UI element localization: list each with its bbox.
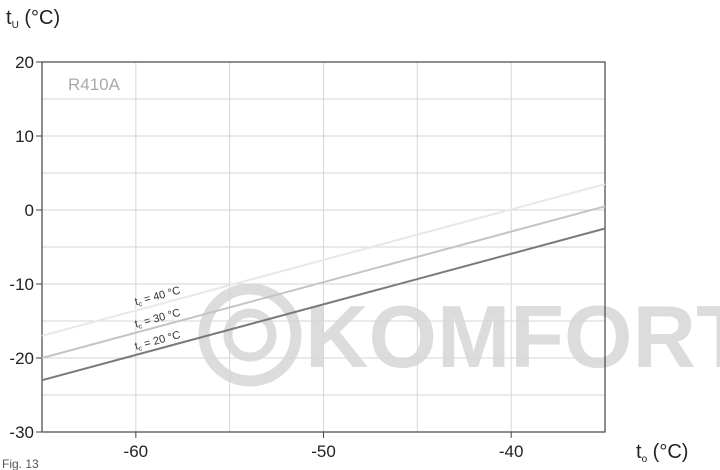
series-label-text: tc = 30 °C [133, 307, 182, 332]
watermark: KOMFORT [198, 283, 720, 387]
x-tick-labels: -60 -50 -40 [124, 432, 524, 461]
series-label: tc = 20 °C [133, 329, 182, 354]
series-label-main: t [133, 340, 139, 352]
x-tick-label: -60 [124, 442, 149, 461]
y-axis-unit: (°C) [19, 7, 60, 29]
y-axis-main: t [6, 7, 12, 29]
series-line [41, 183, 606, 337]
x-axis-sub: o [642, 454, 648, 465]
y-tick-label: 10 [15, 127, 34, 146]
series-label-sub: c [138, 301, 144, 309]
series-label-main: t [133, 318, 139, 330]
y-tick-label: -10 [9, 275, 34, 294]
watermark-ring-outer [198, 283, 302, 387]
y-tick-labels: 20 10 0 -10 -20 -30 [9, 53, 42, 442]
x-axis-main: t [636, 441, 642, 463]
refrigerant-label: R410A [68, 75, 121, 94]
series-label-sub: c [138, 323, 144, 331]
x-axis-title: to (°C) [636, 441, 688, 465]
y-axis-sub: U [12, 20, 19, 31]
series-group [41, 183, 606, 382]
y-axis-title: tU (°C) [6, 7, 60, 31]
y-tick-label: -20 [9, 349, 34, 368]
x-tick-label: -50 [311, 442, 336, 461]
series-label-text: tc = 20 °C [133, 329, 182, 354]
y-tick-label: -30 [9, 423, 34, 442]
series-label-text: tc = 40 °C [133, 285, 182, 310]
series-label-sub: c [138, 345, 144, 353]
series-label: tc = 40 °C [133, 285, 182, 310]
y-tick-label: 0 [25, 201, 34, 220]
x-tick-label: -40 [499, 442, 524, 461]
series-line [41, 227, 606, 382]
series-label: tc = 30 °C [133, 307, 182, 332]
figure-caption: Fig. 13 [2, 457, 39, 470]
x-axis-unit: (°C) [647, 441, 688, 463]
series-label-main: t [133, 296, 139, 308]
y-tick-label: 20 [15, 53, 34, 72]
watermark-text: KOMFORT [305, 287, 720, 386]
series-line [41, 205, 606, 359]
watermark-ring-inner [223, 308, 277, 362]
